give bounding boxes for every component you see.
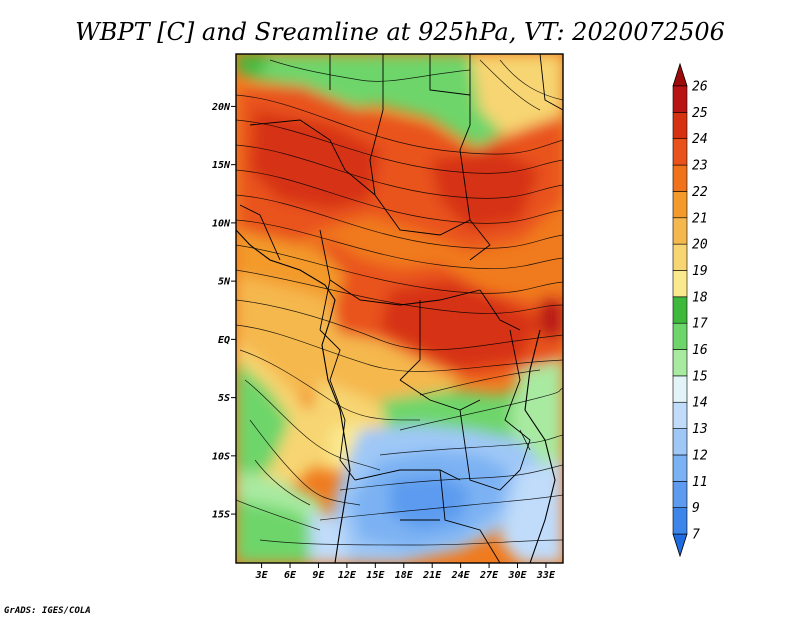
colorbar-segment bbox=[672, 270, 688, 298]
x-tick-label: 6E bbox=[284, 570, 297, 581]
x-tick-label: 30E bbox=[507, 570, 527, 581]
colorbar-label: 7 bbox=[692, 528, 700, 543]
colorbar-label: 16 bbox=[692, 343, 708, 358]
colorbar-arrow-top bbox=[672, 62, 688, 87]
colorbar-segment bbox=[672, 322, 688, 350]
y-tick-label: EQ bbox=[218, 335, 230, 346]
colorbar-segment bbox=[672, 191, 688, 219]
colorbar-segment bbox=[672, 507, 688, 535]
x-tick-label: 21E bbox=[422, 570, 442, 581]
colorbar-segment bbox=[672, 85, 688, 113]
y-tick-label: 10S bbox=[212, 451, 230, 462]
chart-title: WBPT [C] and Sreamline at 925hPa, VT: 20… bbox=[75, 18, 725, 46]
colorbar-label: 24 bbox=[692, 132, 708, 147]
colorbar-label: 9 bbox=[692, 501, 700, 516]
colorbar-label: 19 bbox=[692, 264, 708, 279]
colorbar-label: 12 bbox=[692, 448, 708, 463]
x-tick-label: 3E bbox=[255, 570, 269, 581]
y-tick-label: 20N bbox=[211, 102, 231, 113]
country-borders bbox=[236, 54, 563, 563]
y-tick-label: 5S bbox=[218, 393, 230, 404]
colorbar: 7 9 11 12 13 14 15 16 17 18 19 20 21 22 23 24 25 26 bbox=[672, 62, 708, 558]
x-tick-label: 33E bbox=[536, 570, 556, 581]
y-axis: 20N 15N 10N 5N EQ 5S 10S 15S bbox=[211, 102, 236, 521]
y-tick-label: 10N bbox=[212, 218, 231, 229]
colorbar-segment bbox=[672, 428, 688, 456]
colorbar-segment bbox=[672, 164, 688, 192]
plot-frame bbox=[235, 53, 564, 564]
x-tick-label: 18E bbox=[395, 570, 414, 581]
grads-credit: GrADS: IGES/COLA bbox=[4, 606, 91, 616]
colorbar-segment bbox=[672, 296, 688, 324]
colorbar-label: 23 bbox=[692, 159, 708, 174]
y-tick-label: 15S bbox=[212, 510, 230, 521]
streamlines bbox=[236, 59, 563, 546]
x-tick-label: 15E bbox=[366, 570, 385, 581]
colorbar-label: 17 bbox=[692, 317, 708, 332]
colorbar-label: 20 bbox=[692, 238, 708, 253]
colorbar-segment bbox=[672, 112, 688, 140]
colorbar-label: 15 bbox=[692, 369, 708, 384]
colorbar-label: 18 bbox=[692, 290, 708, 305]
x-tick-label: 9E bbox=[312, 570, 325, 581]
x-tick-label: 24E bbox=[451, 570, 471, 581]
colorbar-label: 11 bbox=[692, 475, 708, 490]
colorbar-segment bbox=[672, 454, 688, 482]
x-axis: 3E 6E 9E 12E 15E 18E 21E 24E 27E 30E 33E bbox=[255, 563, 556, 581]
x-tick-label: 12E bbox=[338, 570, 357, 581]
colorbar-segment bbox=[672, 349, 688, 377]
colorbar-segment bbox=[672, 401, 688, 429]
colorbar-segment bbox=[672, 138, 688, 166]
colorbar-label: 26 bbox=[692, 80, 708, 95]
colorbar-segment bbox=[672, 243, 688, 271]
colorbar-label: 22 bbox=[692, 185, 708, 200]
colorbar-arrow-bottom bbox=[672, 533, 688, 558]
colorbar-label: 13 bbox=[692, 422, 708, 437]
colorbar-label: 14 bbox=[692, 396, 708, 411]
colorbar-segment bbox=[672, 375, 688, 403]
colorbar-label: 21 bbox=[692, 211, 708, 226]
y-tick-label: 15N bbox=[212, 160, 231, 171]
y-tick-label: 5N bbox=[218, 277, 231, 288]
x-tick-label: 27E bbox=[479, 570, 499, 581]
map-plot-area bbox=[236, 54, 563, 563]
colorbar-segment bbox=[672, 480, 688, 508]
wbpt-shaded-field bbox=[236, 54, 563, 563]
colorbar-segment bbox=[672, 217, 688, 245]
colorbar-label: 25 bbox=[692, 106, 708, 121]
